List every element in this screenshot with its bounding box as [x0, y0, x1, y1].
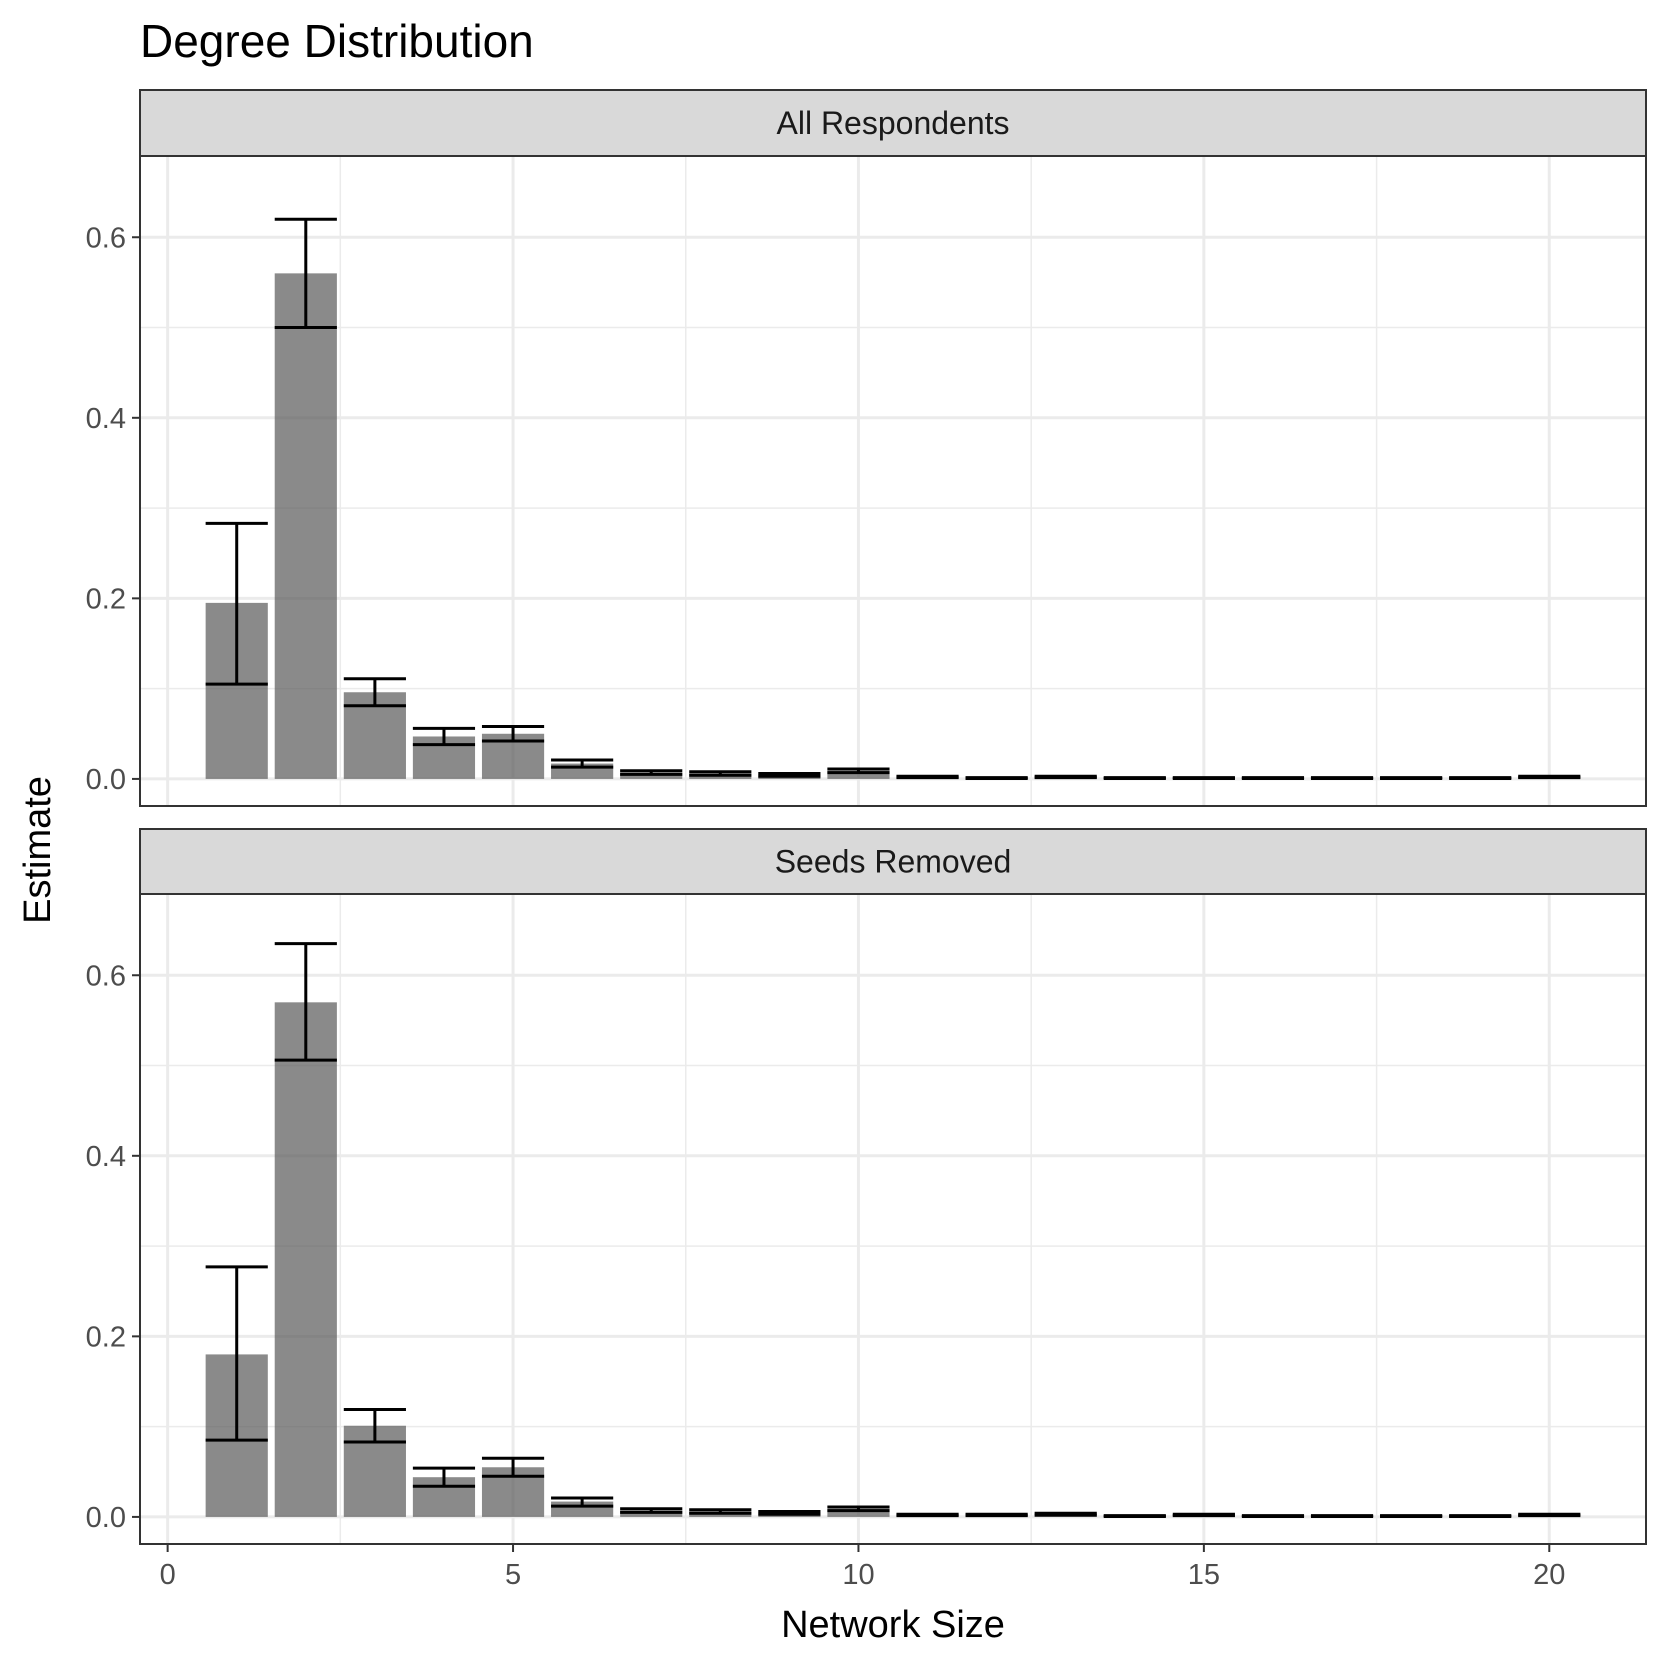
x-tick-label: 15	[1188, 1559, 1220, 1591]
strip-background	[139, 828, 1647, 895]
error-bar-x5	[481, 1456, 545, 1478]
error-bar-x13	[1034, 774, 1097, 780]
error-bar-x5	[481, 725, 545, 743]
error-bar-x4	[412, 1466, 476, 1488]
error-bar-x19	[1449, 776, 1512, 780]
error-bar-x11	[896, 774, 959, 780]
x-tick-label: 0	[160, 1559, 176, 1591]
error-bar-x14	[1103, 776, 1166, 780]
error-bar-x12	[965, 776, 1028, 780]
panel-2: Seeds Removed 0.0 0.2 0.4 0.6 0 5 10 15 20	[86, 828, 1647, 1591]
error-bar-x13	[1034, 1511, 1097, 1517]
error-bar-x18	[1380, 1514, 1443, 1518]
y-tick-label: 0.2	[86, 1321, 126, 1353]
error-bar-x6	[551, 1496, 614, 1508]
error-bar-x9	[758, 1510, 821, 1516]
error-bar-x12	[965, 1512, 1028, 1518]
strip-label: Seeds Removed	[775, 844, 1012, 880]
error-bar-x2	[274, 217, 337, 330]
error-bar-x7	[620, 769, 683, 776]
strip-label: All Respondents	[776, 105, 1009, 141]
error-bar-x19	[1449, 1514, 1512, 1518]
error-bar-x8	[689, 1508, 752, 1515]
bar-x10	[827, 1508, 890, 1517]
bar-x2	[274, 273, 337, 779]
y-tick-label: 0.2	[86, 583, 126, 615]
error-bar-x9	[758, 772, 821, 778]
y-tick-label: 0.4	[86, 1141, 126, 1173]
y-axis-title: Estimate	[17, 776, 59, 924]
error-bar-x16	[1241, 776, 1305, 780]
error-bar-x4	[412, 726, 476, 747]
bar-x2	[274, 1002, 337, 1517]
y-tick-label: 0.6	[86, 222, 126, 254]
error-bar-x20	[1518, 774, 1581, 780]
error-bar-x17	[1310, 776, 1374, 780]
x-axis-title: Network Size	[781, 1604, 1005, 1646]
x-tick-label: 10	[842, 1559, 874, 1591]
y-tick-label: 0.0	[86, 764, 126, 796]
error-bar-x8	[689, 770, 752, 777]
error-bar-x16	[1241, 1514, 1305, 1518]
error-bar-x20	[1518, 1512, 1581, 1518]
error-bar-x10	[827, 767, 890, 775]
strip-background	[139, 89, 1647, 157]
error-bar-x7	[620, 1507, 683, 1514]
x-tick-label: 20	[1533, 1559, 1565, 1591]
y-tick-label: 0.4	[86, 403, 126, 435]
y-tick-label: 0.0	[86, 1502, 126, 1534]
error-bar-x14	[1103, 1514, 1166, 1518]
error-bar-x3	[343, 677, 406, 708]
x-tick-label: 5	[505, 1559, 521, 1591]
y-tick-label: 0.6	[86, 960, 126, 992]
error-bar-x18	[1380, 776, 1443, 780]
error-bar-x11	[896, 1512, 959, 1518]
error-bar-x2	[274, 942, 337, 1062]
error-bar-x1	[205, 1265, 268, 1442]
chart-title: Degree Distribution	[140, 15, 534, 67]
error-bar-x10	[827, 1505, 890, 1513]
error-bar-x3	[343, 1407, 406, 1444]
bar-x10	[827, 770, 890, 779]
error-bar-x15	[1172, 776, 1235, 780]
error-bar-x17	[1310, 1514, 1374, 1518]
panel-1: All Respondents 0.0 0.2 0.4 0.6	[86, 89, 1647, 807]
error-bar-x1	[205, 521, 268, 686]
error-bar-x6	[551, 758, 614, 769]
error-bar-x15	[1172, 1512, 1235, 1518]
